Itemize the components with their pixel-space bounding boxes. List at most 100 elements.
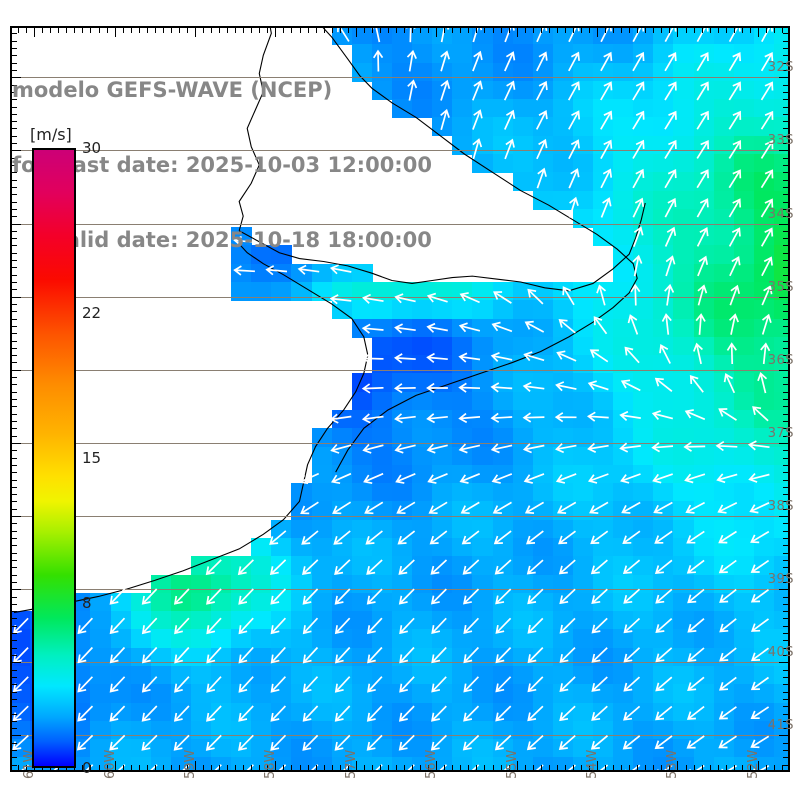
grid-cell [311,501,333,521]
tick-left [10,303,17,305]
grid-cell [773,44,790,64]
colorbar-tick-label: 8 [82,593,92,612]
tick-right [783,618,790,620]
wind-arrow [728,110,742,130]
grid-cell [231,245,252,265]
tick-left [10,757,17,759]
tick-top [307,26,309,33]
grid-cell [753,135,775,155]
tick-top [420,26,422,33]
grid-cell [512,26,534,46]
wind-arrow [590,559,608,575]
wind-arrow [654,530,673,544]
grid-cell [90,684,112,704]
tick-top [404,26,405,33]
grid-cell [412,300,433,320]
tick-top [532,26,534,33]
grid-cell [633,336,655,356]
grid-cell [773,592,790,612]
wind-arrow [686,735,705,749]
grid-cell [532,483,554,503]
grid-cell [251,647,273,667]
wind-arrow [723,373,736,394]
grid-cell [653,135,675,155]
tick-left [10,369,21,371]
wind-arrow [460,501,480,515]
tick-top [452,26,454,33]
tick-bottom [717,765,719,772]
wind-arrow [757,372,768,394]
grid-cell [713,80,735,100]
coastline-overlay [13,26,646,614]
tick-bottom [106,765,108,772]
grid-cell [452,611,474,631]
tick-bottom [741,765,743,772]
grid-cell [593,720,614,740]
grid-cell [512,117,534,137]
grid-cell [693,446,715,466]
grid-cell [211,611,232,631]
grid-cell [593,391,614,411]
wind-arrow [463,588,480,605]
tick-top [613,26,615,33]
grid-cell [492,428,514,448]
grid-cell [613,208,634,228]
grid-cell [291,592,313,612]
tick-left [10,26,17,27]
tick-right [783,713,790,715]
wind-arrow [750,706,770,720]
grid-cell [773,410,790,430]
grid-cell [452,592,474,612]
wind-arrow [655,617,673,634]
grid-cell [673,117,695,137]
tick-left [10,128,17,130]
tick-left [10,435,17,437]
wind-arrow [559,705,576,722]
grid-cell [693,263,715,283]
grid-cell [773,62,790,82]
grid-cell [673,245,695,265]
grid-cell [693,739,715,759]
wind-arrow [684,473,706,484]
grid-cell [552,720,574,740]
wind-arrow [76,734,94,751]
tick-left [10,545,17,547]
grid-cell [432,666,454,686]
grid-cell [392,483,413,503]
grid-cell [773,556,790,576]
grid-cell [110,666,132,686]
grid-cell [432,62,454,82]
wind-arrow [269,559,287,576]
tick-right [783,684,790,686]
tick-left [10,340,17,342]
tick-top [227,26,229,33]
grid-cell [472,611,494,631]
grid-cell [311,446,333,466]
gridline-parallel [10,150,790,152]
grid-cell [251,720,273,740]
wind-arrow [334,734,351,751]
tick-top [428,26,430,33]
tick-right [783,113,790,115]
lat-label: 39S [767,572,794,588]
grid-cell [432,355,454,375]
grid-cell [713,428,735,448]
wind-arrow [490,412,513,423]
wind-arrow [406,49,417,72]
grid-cell [673,154,695,174]
tick-top [476,26,478,33]
wind-arrow [717,501,738,514]
wind-arrow [632,139,645,159]
wind-arrow [77,646,94,664]
wind-arrow [398,734,415,751]
grid-cell [593,647,614,667]
grid-cell [472,629,494,649]
grid-cell [90,757,112,772]
tick-bottom [773,765,775,772]
grid-cell [371,611,393,631]
tick-right [779,735,790,737]
wind-arrow [696,81,709,101]
tick-bottom [219,765,221,772]
wind-arrow [719,588,737,603]
grid-cell [371,629,393,649]
